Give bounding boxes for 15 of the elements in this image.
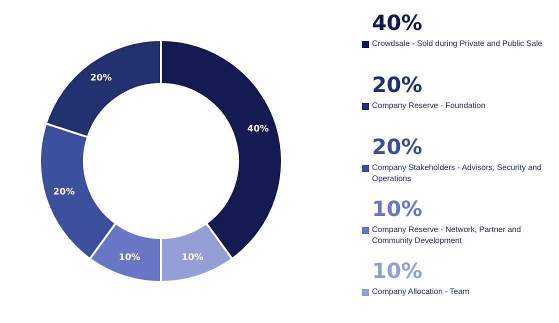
- legend-label: Company Stakeholders - Advisors, Security and Operations: [372, 162, 542, 184]
- legend-label: Company Reserve - Foundation: [372, 100, 486, 111]
- data-label: 20%: [90, 73, 112, 84]
- legend-label: Crowdsale - Sold during Private and Public Sale: [372, 38, 544, 49]
- text: 10%: [372, 259, 422, 283]
- data-label: 40%: [247, 124, 269, 134]
- text: 10%: [372, 197, 422, 221]
- text: 40%: [372, 11, 422, 35]
- legend-label: Company Allocation - Team: [372, 286, 470, 297]
- legend-label: Company Reserve - Network, Partner and Community Development: [372, 224, 522, 246]
- data-label: 10%: [182, 253, 204, 264]
- data-label: 20%: [53, 188, 75, 198]
- text: 20%: [372, 73, 422, 97]
- text: 20%: [372, 135, 422, 159]
- data-label: 10%: [118, 253, 140, 264]
